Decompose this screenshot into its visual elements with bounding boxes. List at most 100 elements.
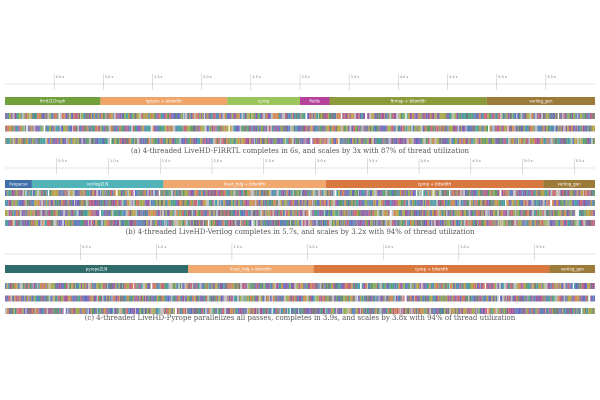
thread-task (160, 113, 162, 119)
thread-task (566, 295, 568, 302)
thread-task (133, 200, 135, 206)
thread-task (510, 125, 513, 132)
thread-task (118, 113, 120, 119)
thread-task (301, 308, 303, 314)
thread-task (336, 138, 339, 144)
thread-task (557, 210, 559, 216)
thread-task (286, 125, 289, 132)
thread-task (446, 210, 448, 216)
thread-task (298, 308, 299, 314)
thread-task (70, 200, 73, 206)
thread-task (6, 210, 8, 216)
thread-task (425, 308, 428, 314)
thread-task (594, 283, 595, 289)
thread-task (187, 113, 190, 119)
thread-task (88, 220, 90, 226)
thread-task (474, 190, 477, 196)
thread-task (201, 308, 203, 314)
thread-task (32, 295, 34, 302)
thread-task (467, 210, 469, 216)
thread-task (101, 295, 103, 302)
thread-task (226, 138, 228, 144)
thread-task (528, 220, 531, 226)
thread-task (107, 113, 109, 119)
thread-task (488, 138, 491, 144)
thread-task (282, 200, 284, 206)
thread-task (503, 220, 505, 226)
thread-task (29, 113, 31, 119)
thread-task (489, 190, 491, 196)
thread-task (552, 138, 554, 144)
thread-task (452, 113, 455, 119)
thread-task (106, 295, 108, 302)
thread-task (365, 283, 368, 289)
thread-task (118, 210, 119, 216)
thread-task (381, 283, 383, 289)
thread-task (159, 283, 161, 289)
thread-task (141, 125, 144, 132)
thread-task (87, 113, 89, 119)
thread-task (546, 308, 549, 314)
thread-task (191, 210, 194, 216)
thread-task (420, 220, 422, 226)
thread-task (174, 138, 177, 144)
thread-task (310, 200, 312, 206)
thread-task (364, 138, 366, 144)
thread-task (581, 125, 583, 132)
thread-task (156, 190, 158, 196)
thread-task (169, 200, 171, 206)
thread-task (367, 113, 370, 119)
thread-task (492, 295, 495, 302)
thread-task (456, 295, 458, 302)
thread-task (573, 308, 575, 314)
thread-task (571, 200, 573, 206)
thread-task (545, 138, 547, 144)
thread-task (25, 113, 28, 119)
thread-task (366, 190, 369, 196)
thread-task (73, 125, 76, 132)
thread-task (112, 125, 115, 132)
thread-task (275, 200, 276, 206)
thread-task (437, 210, 440, 216)
thread-task (162, 283, 165, 289)
thread-task (176, 308, 179, 314)
thread-task (47, 138, 49, 144)
thread-task (44, 210, 46, 216)
thread-task (371, 125, 374, 132)
thread-task (206, 113, 209, 119)
thread-task (401, 113, 403, 119)
thread-task (428, 190, 430, 196)
thread-task (437, 308, 439, 314)
thread-task (96, 283, 98, 289)
thread-task (376, 308, 378, 314)
thread-task (106, 308, 108, 314)
thread-task (87, 295, 90, 302)
thread-task (203, 210, 205, 216)
thread-task (196, 125, 199, 132)
thread-task (26, 283, 29, 289)
thread-task (395, 220, 397, 226)
thread-task (358, 295, 360, 302)
thread-task (178, 125, 181, 132)
thread-task (473, 295, 476, 302)
thread-task (565, 210, 567, 216)
thread-task (221, 190, 223, 196)
thread-task (581, 125, 582, 132)
thread-task (255, 295, 257, 302)
thread-task (41, 190, 44, 196)
thread-task (514, 138, 516, 144)
thread-task (237, 283, 239, 289)
thread-task (159, 210, 160, 216)
thread-task (103, 125, 104, 132)
pass-label: verilog_gen (561, 267, 585, 272)
thread-task (97, 220, 100, 226)
thread-task (224, 283, 226, 289)
thread-task (388, 283, 390, 289)
thread-task (330, 190, 331, 196)
thread-task (425, 283, 427, 289)
thread-task (534, 210, 536, 216)
thread-task (173, 308, 175, 314)
thread-task (325, 308, 326, 314)
thread-task (231, 125, 234, 132)
thread-task (493, 200, 495, 206)
